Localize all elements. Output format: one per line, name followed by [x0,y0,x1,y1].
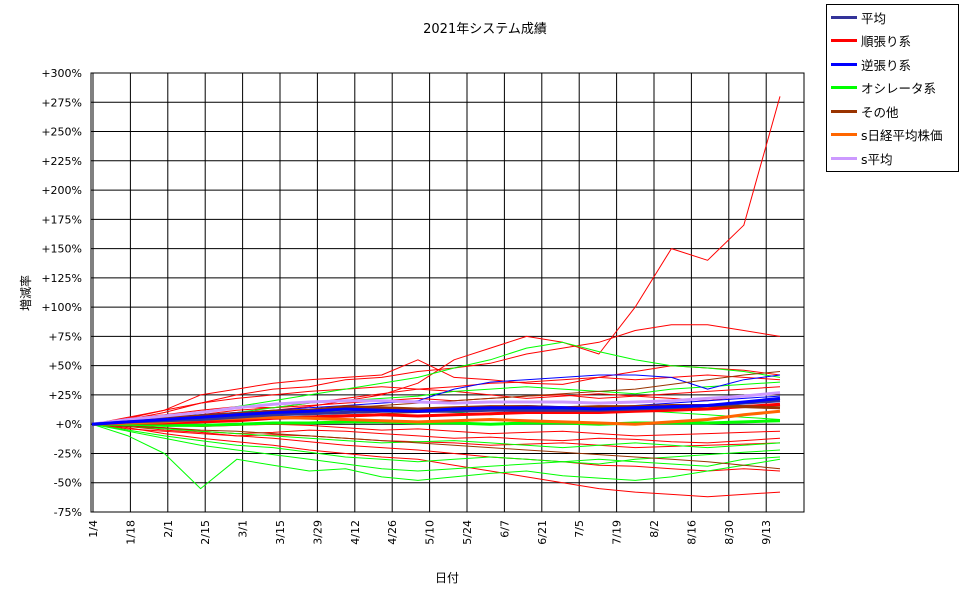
series-line [91,391,781,426]
y-tick-label: -75% [54,506,82,519]
y-tick-label: +100% [41,301,82,314]
individual-series-line [91,423,781,472]
legend-label: s平均 [861,151,893,167]
x-tick-label: 3/29 [311,520,324,545]
individual-series-line [91,324,781,425]
x-tick-label: 4/26 [386,520,399,545]
y-tick-labels: -75% -50% -25% +0% +25% +50% +75% +100% +125% +15… [41,67,82,519]
legend-swatch [831,62,857,66]
x-tick-label: 6/21 [536,520,549,545]
legend-label: s日経平均株価 [861,128,943,143]
individual-series-line [91,423,781,490]
x-tick-label: 2/15 [199,520,212,545]
legend-item: 順張り系 [831,31,911,51]
legend-label: 順張り系 [861,34,912,49]
legend-label: 逆張り系 [861,57,912,73]
chart-title: 2021年システム成績 [423,22,547,37]
individual-series-line [91,423,781,498]
legend-swatch [831,156,857,160]
legend-item: 平均 [831,7,886,27]
x-tick-label: 5/24 [461,520,474,545]
individual-series-line [91,388,781,425]
y-tick-label: -25% [54,447,82,460]
x-tick-label: 2/1 [162,520,175,538]
y-tick-label: +0% [55,418,82,431]
individual-series-line [91,423,781,465]
y-tick-label: +75% [48,330,82,343]
individual-series-line [91,423,781,470]
individual-series-line [91,423,781,472]
series-lines [91,391,781,427]
legend-label: オシレータ系 [861,81,937,96]
x-tick-label: 7/5 [573,520,586,538]
x-tick-label: 3/15 [274,520,287,545]
y-tick-label: +275% [41,96,82,109]
y-axis-label: 増減率 [18,275,33,311]
x-axis-label: 日付 [435,571,459,585]
individual-series-line [91,359,781,425]
legend-item: 逆張り系 [831,54,911,74]
x-tick-label: 3/1 [237,520,250,538]
y-tick-label: +300% [41,67,82,80]
individual-series-line [91,374,781,425]
y-tick-label: -50% [54,477,82,490]
y-tick-label: +25% [48,389,82,402]
y-tick-label: +125% [41,272,82,285]
y-tick-label: +225% [41,155,82,168]
x-tick-label: 8/2 [648,520,661,538]
individual-series-line [91,423,781,449]
individual-series-lines [91,96,781,498]
plot-border [90,72,805,513]
individual-series-line [91,423,781,449]
legend-item: その他 [831,101,899,121]
x-tick-label: 5/10 [424,520,437,545]
x-tick-label: 9/13 [760,520,773,545]
y-tick-label: +175% [41,213,82,226]
legend-label: その他 [861,104,899,120]
series-line [91,396,781,426]
legend-item: s平均 [831,148,893,168]
legend-swatch [831,15,857,19]
x-tick-label: 6/7 [498,520,511,538]
plot-area [90,72,805,513]
legend-swatch [831,133,857,136]
x-tick-label: 1/4 [87,520,100,538]
series-line [91,402,781,426]
x-tick-label: 8/16 [685,520,698,545]
legend-swatch [831,86,857,89]
x-tick-label: 8/30 [723,520,736,545]
x-tick-label: 7/19 [611,520,624,545]
x-tick-label: 4/12 [349,520,362,545]
legend-swatch [831,109,857,113]
x-tick-label: 1/18 [124,520,137,545]
legend-swatch [831,39,857,42]
legend-item: s日経平均株価 [831,125,943,145]
legend: 平均順張り系逆張り系オシレータ系 その他 s日経平均株価 s平均 [826,4,959,172]
x-tick-labels: 1/4 1/18 2/1 2/15 3/1 3/15 3/29 4/12 4/26 5/10 5/2… [87,520,773,545]
y-tick-label: +200% [41,184,82,197]
y-tick-label: +50% [48,360,82,373]
legend-label: 平均 [861,10,887,26]
y-tick-label: +150% [41,243,82,256]
y-tick-label: +250% [41,126,82,139]
legend-item: オシレータ系 [831,78,936,98]
